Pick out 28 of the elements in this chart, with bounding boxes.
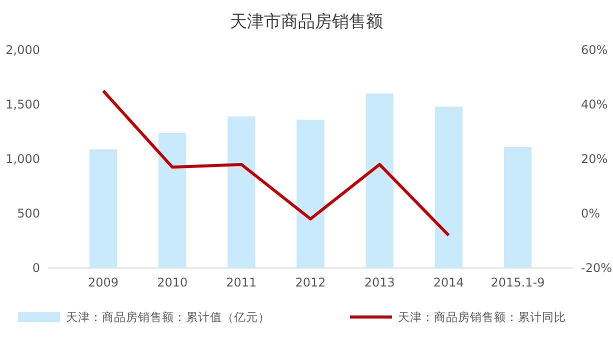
x-tick-label: 2014	[433, 276, 464, 290]
bar	[434, 106, 462, 268]
y2-tick-label: 60%	[581, 42, 608, 57]
y-tick-label: 2,000	[6, 42, 40, 57]
legend-label: 天津：商品房销售额：累计同比	[398, 310, 566, 324]
x-tick-label: 2015.1-9	[490, 276, 545, 290]
y-tick-label: 500	[17, 206, 40, 220]
bar	[228, 116, 256, 268]
x-tick-label: 2011	[226, 276, 257, 290]
x-tick-label: 2010	[157, 276, 188, 290]
y-tick-label: 1,000	[6, 152, 40, 166]
y-tick-label: 1,500	[6, 97, 40, 112]
chart-title: 天津市商品房销售额	[230, 12, 383, 32]
legend-label: 天津：商品房销售额：累计值（亿元）	[66, 310, 270, 324]
x-tick-label: 2013	[364, 276, 395, 290]
bar	[296, 120, 324, 268]
y2-tick-label: 0%	[581, 206, 600, 220]
y2-tick-label: 20%	[581, 152, 608, 166]
bar	[89, 149, 118, 268]
line-series	[102, 89, 450, 237]
y2-tick-label: -20%	[581, 260, 612, 275]
x-tick-label: 2012	[295, 276, 326, 290]
y2-tick-label: 40%	[581, 97, 608, 112]
bar	[158, 132, 186, 268]
bar	[366, 94, 394, 268]
bar	[504, 147, 532, 268]
x-tick-label: 2009	[88, 276, 119, 290]
y-tick-label: 0	[32, 260, 40, 275]
